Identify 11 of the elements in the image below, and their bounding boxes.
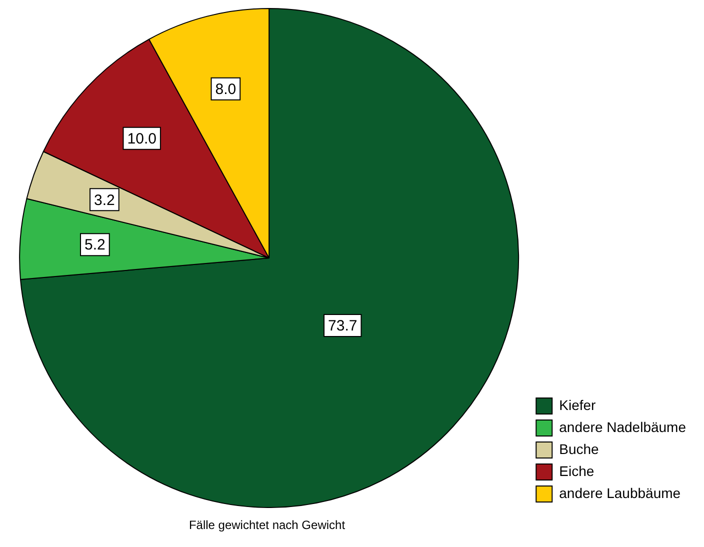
data-label: 3.2 [94, 192, 115, 209]
data-label: 5.2 [84, 236, 106, 254]
legend-label: andere Nadelbäume [559, 418, 686, 435]
legend-label: Eiche [559, 462, 594, 479]
data-label: 8.0 [215, 80, 236, 98]
legend-label: andere Laubbäume [559, 484, 681, 501]
text: Fälle gewichtet nach Gewicht [188, 518, 346, 532]
legend-label: Buche [559, 440, 600, 457]
data-label: 10.0 [127, 130, 156, 148]
legend-label: Kiefer [559, 396, 596, 413]
data-label: 73.7 [328, 318, 358, 335]
